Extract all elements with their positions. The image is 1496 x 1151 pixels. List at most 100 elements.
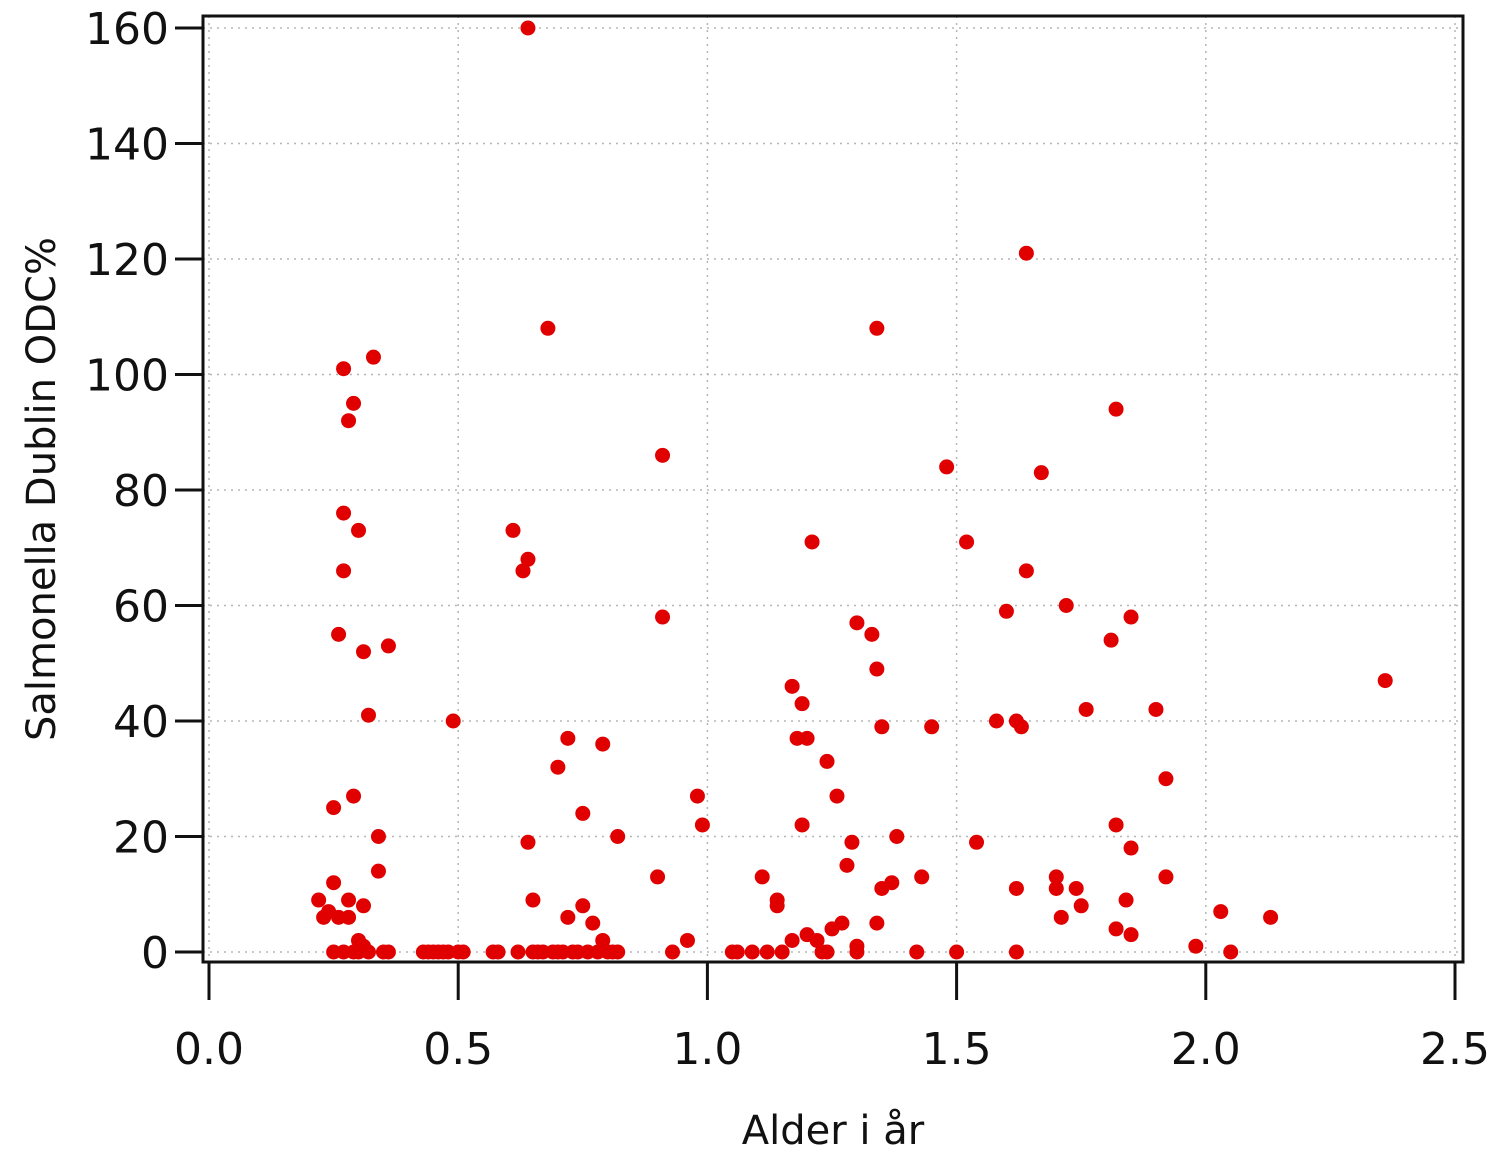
y-tick-label: 120	[85, 235, 169, 286]
x-tick-label: 1.5	[922, 1024, 992, 1075]
data-point	[689, 788, 705, 804]
y-tick-label: 60	[113, 582, 169, 633]
data-point	[540, 320, 556, 336]
data-point	[341, 892, 357, 908]
data-point	[744, 944, 760, 960]
data-point	[520, 551, 536, 567]
data-point	[839, 857, 855, 873]
data-point	[380, 944, 396, 960]
data-point	[754, 869, 770, 885]
data-point	[874, 719, 890, 735]
data-point	[1123, 609, 1139, 625]
data-point	[784, 678, 800, 694]
data-point	[819, 753, 835, 769]
data-point	[585, 915, 601, 931]
x-tick-label: 2.5	[1420, 1024, 1490, 1075]
data-point	[849, 944, 865, 960]
data-point	[998, 603, 1014, 619]
data-point	[1108, 401, 1124, 417]
data-point	[949, 944, 965, 960]
data-point	[365, 349, 381, 365]
data-point	[1008, 944, 1024, 960]
data-point	[694, 817, 710, 833]
x-tick-label: 2.0	[1171, 1024, 1241, 1075]
data-point	[809, 932, 825, 948]
data-point	[1048, 880, 1064, 896]
axis-ticks: 0.0 0.5 1.0 1.5 2.0 2.5 0 20 40 60 80 100 120 140 160	[85, 4, 1490, 1075]
data-point	[924, 719, 940, 735]
data-point	[336, 563, 352, 579]
y-tick-label: 100	[85, 351, 169, 402]
data-point	[889, 829, 905, 844]
data-point	[550, 759, 566, 775]
data-point	[610, 829, 626, 844]
data-point	[969, 834, 985, 850]
data-point	[311, 892, 327, 908]
data-point	[525, 892, 541, 908]
data-point	[1058, 598, 1074, 613]
data-point	[360, 944, 376, 960]
data-point	[1263, 909, 1279, 925]
data-point	[1188, 938, 1204, 954]
x-axis-title: Alder i år	[742, 1108, 925, 1151]
data-point	[799, 730, 815, 746]
data-point	[341, 413, 357, 429]
data-point	[1008, 880, 1024, 896]
data-point	[380, 638, 396, 654]
data-point	[370, 863, 386, 879]
data-point	[679, 932, 695, 948]
data-point	[1048, 869, 1064, 885]
x-tick-label: 1.0	[672, 1024, 742, 1075]
data-point	[959, 534, 975, 550]
data-point	[346, 788, 362, 804]
data-point	[326, 800, 342, 816]
data-point	[360, 707, 376, 723]
data-point	[1018, 563, 1034, 579]
data-point	[844, 834, 860, 850]
data-point	[759, 944, 775, 960]
data-point	[884, 875, 900, 891]
data-point	[1123, 840, 1139, 856]
data-point	[769, 892, 785, 908]
data-point	[560, 909, 576, 925]
data-point	[834, 915, 850, 931]
y-tick-label: 0	[141, 928, 169, 979]
data-point	[1018, 245, 1034, 261]
data-point	[804, 534, 820, 550]
y-tick-label: 80	[113, 466, 169, 517]
data-point	[794, 696, 810, 712]
data-point	[356, 644, 372, 660]
data-point	[774, 944, 790, 960]
data-point	[326, 875, 342, 891]
data-point	[1053, 909, 1069, 925]
y-tick-label: 160	[85, 4, 169, 55]
data-point	[864, 626, 880, 642]
data-point	[1103, 632, 1119, 648]
data-point	[610, 944, 626, 960]
y-tick-label: 140	[85, 120, 169, 171]
x-tick-label: 0.5	[423, 1024, 493, 1075]
data-point	[1377, 673, 1393, 689]
data-point	[336, 361, 352, 377]
data-point	[370, 829, 386, 844]
data-point	[595, 932, 611, 948]
data-point	[1108, 817, 1124, 833]
data-point	[794, 817, 810, 833]
x-tick-label: 0.0	[174, 1024, 244, 1075]
data-point	[909, 944, 925, 960]
y-axis-title: Salmonella Dublin ODC%	[19, 237, 65, 741]
data-point	[819, 944, 835, 960]
data-point	[455, 944, 471, 960]
data-point	[869, 661, 885, 677]
y-tick-label: 20	[113, 813, 169, 864]
data-point	[336, 505, 352, 521]
data-point	[575, 805, 591, 821]
data-point	[988, 713, 1004, 729]
data-point	[650, 869, 666, 885]
data-point	[1158, 771, 1174, 787]
data-point	[351, 522, 367, 538]
data-point	[331, 626, 347, 642]
data-point	[520, 834, 536, 850]
y-tick-label: 40	[113, 697, 169, 748]
